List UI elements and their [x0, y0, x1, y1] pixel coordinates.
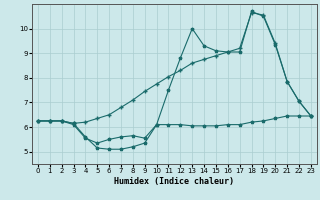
X-axis label: Humidex (Indice chaleur): Humidex (Indice chaleur)	[115, 177, 234, 186]
